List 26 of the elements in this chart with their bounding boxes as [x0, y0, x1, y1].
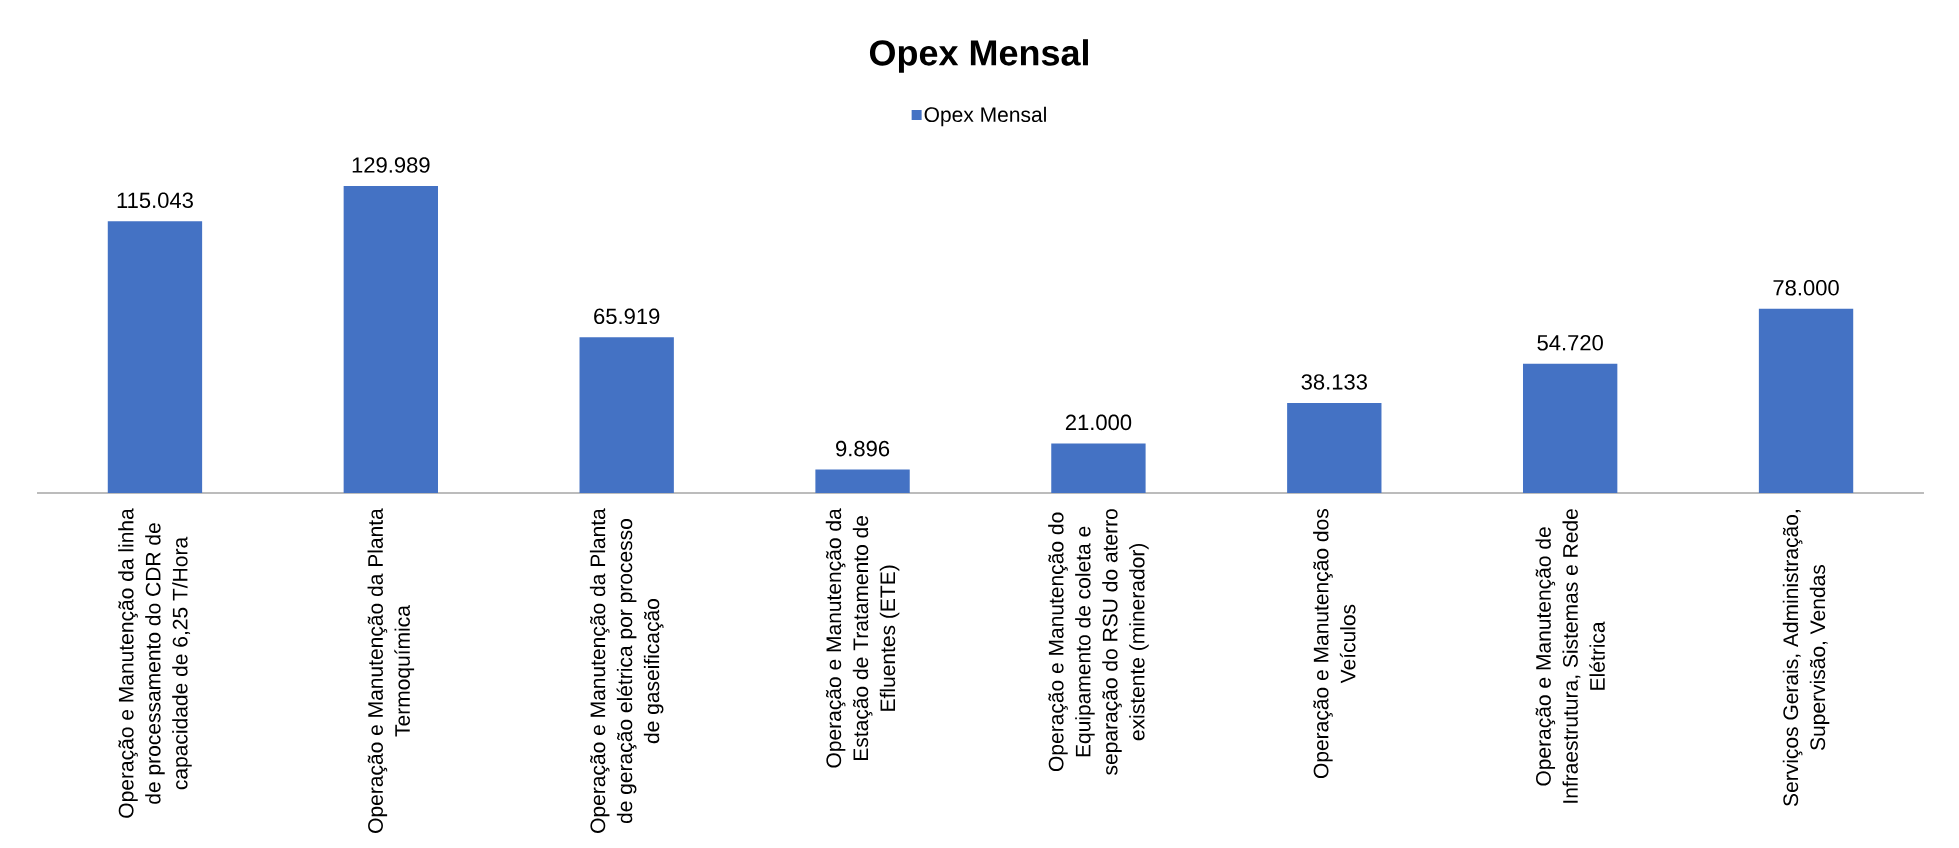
- data-label: 129.989: [352, 157, 430, 173]
- x-tick-label: Operação e Manutenção de Infraestrutura, Sistemas e Rede Elétrica: [1535, 509, 1605, 803]
- bar: [1758, 308, 1854, 493]
- data-label: 21.000: [1065, 414, 1132, 431]
- x-tick-label: Operação e Manutenção do Equipamento de coleta e separação do RSU do aterro existente (minerador): [1048, 509, 1149, 775]
- x-tick-label: Operação e Manutenção da Planta Termoquímica: [367, 508, 415, 833]
- bar: [579, 337, 674, 493]
- x-tick-label: Serviços Gerais, Administração, Supervisão, Vendas: [1782, 510, 1830, 806]
- bar: [343, 185, 438, 493]
- bar: [107, 221, 203, 493]
- data-label: 54.720: [1537, 334, 1603, 351]
- x-tick-label: Operação e Manutenção da Planta de geração elétrica por processo de gaseificação: [589, 508, 664, 833]
- bar: [815, 469, 910, 493]
- data-label: 78.000: [1773, 279, 1839, 296]
- chart-title: Opex Mensal: [869, 39, 1088, 73]
- data-label: 115.043: [117, 192, 193, 209]
- bar: [1051, 443, 1146, 493]
- x-tick-label: Operação e Manutenção da linha de processamento do CDR de capacidade de 6,25 T/Hora: [118, 508, 192, 818]
- bar: [1522, 363, 1618, 493]
- data-label: 65.919: [594, 308, 660, 325]
- bar: [1287, 402, 1382, 493]
- data-label: 9.896: [836, 440, 890, 457]
- x-tick-label: Operação e Manutenção da Estação de Tratamento de Efluentes (ETE): [825, 508, 900, 768]
- x-tick-label: Operação e Manutenção dos Veículos: [1313, 509, 1356, 779]
- legend-label: Opex Mensal: [924, 106, 1046, 127]
- data-label: 38.133: [1301, 374, 1367, 390]
